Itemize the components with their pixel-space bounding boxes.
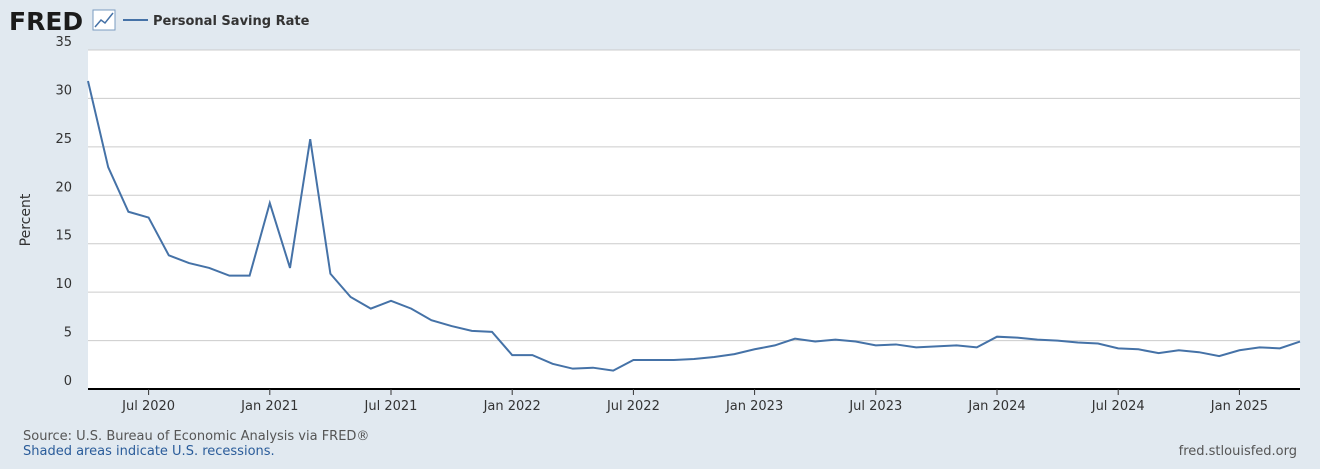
x-tick-label: Jul 2024	[1091, 399, 1145, 414]
x-tick-label: Jan 2023	[725, 399, 783, 414]
x-tick-label: Jul 2020	[121, 399, 175, 414]
y-tick-label: 15	[55, 229, 72, 244]
x-tick-label: Jul 2021	[364, 399, 418, 414]
y-tick-label: 35	[55, 35, 72, 50]
note[interactable]: Shaded areas indicate U.S. recessions.	[23, 444, 275, 459]
x-tick-label: Jul 2023	[848, 399, 902, 414]
y-tick-label: 25	[55, 132, 72, 147]
x-tick-label: Jan 2024	[967, 399, 1025, 414]
series-line	[87, 80, 1301, 372]
y-tick-label: 0	[64, 374, 72, 389]
y-axis-label: Percent	[18, 193, 34, 246]
logo: FRED	[9, 7, 83, 36]
site-url[interactable]: fred.stlouisfed.org	[1179, 444, 1297, 459]
y-tick-label: 10	[55, 277, 72, 292]
plot-area	[88, 50, 1300, 389]
y-tick-label: 5	[64, 326, 72, 341]
x-tick-label: Jan 2021	[240, 399, 298, 414]
legend-label: Personal Saving Rate	[153, 14, 310, 29]
y-tick-label: 30	[55, 83, 72, 98]
logo-icon	[92, 9, 116, 31]
x-tick-label: Jan 2022	[483, 399, 541, 414]
y-tick-label: 20	[55, 180, 72, 195]
x-tick-label: Jan 2025	[1210, 399, 1268, 414]
x-tick-label: Jul 2022	[606, 399, 660, 414]
source: Source: U.S. Bureau of Economic Analysis…	[23, 429, 369, 444]
